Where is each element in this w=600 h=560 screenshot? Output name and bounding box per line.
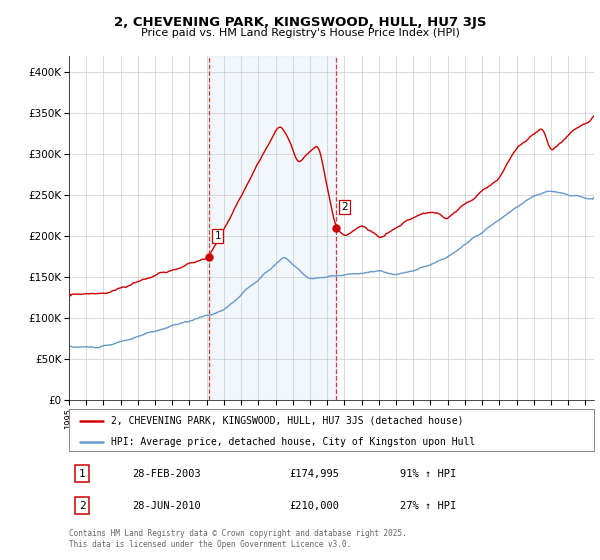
Text: 27% ↑ HPI: 27% ↑ HPI: [400, 501, 456, 511]
Text: £174,995: £174,995: [290, 469, 340, 479]
Text: 28-FEB-2003: 28-FEB-2003: [132, 469, 201, 479]
Text: HPI: Average price, detached house, City of Kingston upon Hull: HPI: Average price, detached house, City…: [111, 437, 475, 446]
Text: Contains HM Land Registry data © Crown copyright and database right 2025.
This d: Contains HM Land Registry data © Crown c…: [69, 529, 407, 549]
Text: 2, CHEVENING PARK, KINGSWOOD, HULL, HU7 3JS: 2, CHEVENING PARK, KINGSWOOD, HULL, HU7 …: [114, 16, 486, 29]
Text: 91% ↑ HPI: 91% ↑ HPI: [400, 469, 456, 479]
Text: 2: 2: [79, 501, 86, 511]
Text: Price paid vs. HM Land Registry's House Price Index (HPI): Price paid vs. HM Land Registry's House …: [140, 28, 460, 38]
Text: £210,000: £210,000: [290, 501, 340, 511]
Text: 1: 1: [214, 231, 221, 241]
Text: 28-JUN-2010: 28-JUN-2010: [132, 501, 201, 511]
Text: 1: 1: [79, 469, 86, 479]
Bar: [209, 56, 335, 400]
Text: 2: 2: [341, 202, 347, 212]
Text: 2, CHEVENING PARK, KINGSWOOD, HULL, HU7 3JS (detached house): 2, CHEVENING PARK, KINGSWOOD, HULL, HU7 …: [111, 416, 464, 426]
